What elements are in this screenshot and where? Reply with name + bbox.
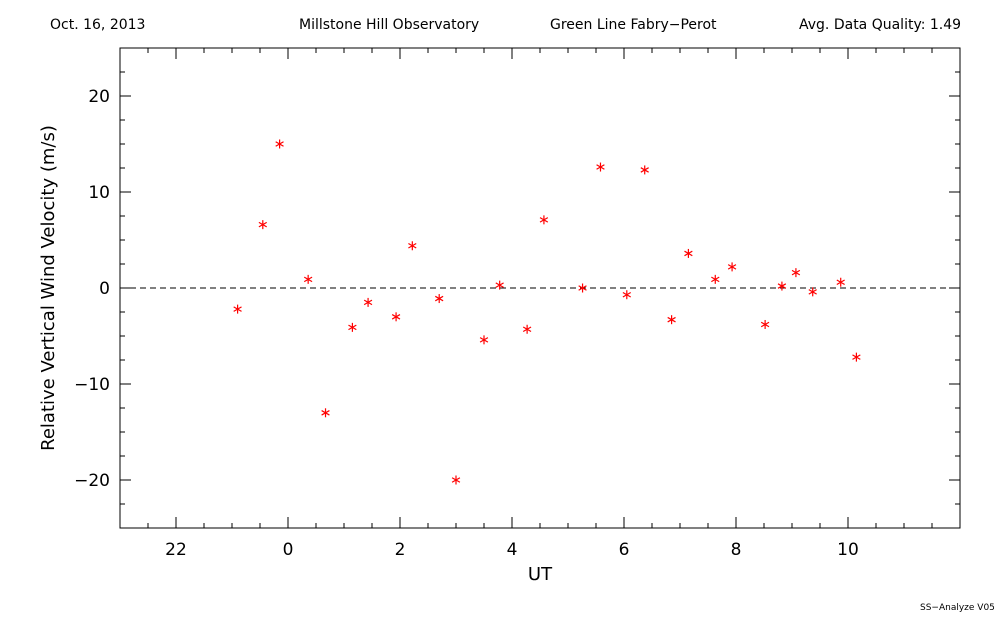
data-point	[303, 274, 313, 284]
data-point	[640, 165, 649, 175]
data-point	[363, 297, 373, 307]
data-point	[836, 277, 845, 287]
date-label: Oct. 16, 2013	[50, 17, 146, 33]
y-tick-label: 0	[99, 279, 110, 299]
x-tick-label: 0	[283, 540, 294, 560]
x-tick-label: 22	[165, 540, 187, 560]
data-point	[578, 283, 587, 293]
data-point	[727, 262, 737, 272]
y-axis-title: Relative Vertical Wind Velocity (m/s)	[38, 125, 59, 451]
x-tick-label: 4	[507, 540, 518, 560]
data-point	[808, 287, 817, 297]
data-point	[434, 294, 444, 304]
data-point	[667, 315, 676, 325]
y-tick-label: 10	[88, 183, 110, 203]
data-point	[348, 322, 357, 332]
data-point	[408, 241, 417, 251]
data-point	[539, 215, 549, 225]
data-point	[777, 281, 787, 291]
x-axis-title: UT	[528, 564, 553, 585]
data-point	[391, 312, 401, 322]
axis-tick-labels: 22 0 2 4 6 8 10 −20 −10 0 10 20	[74, 87, 859, 560]
data-point	[495, 280, 504, 290]
data-point	[451, 475, 461, 485]
y-tick-label: −20	[74, 471, 110, 491]
x-tick-label: 10	[837, 540, 859, 560]
data-point	[711, 274, 720, 284]
data-point	[622, 290, 632, 300]
data-point	[479, 335, 489, 345]
software-version-label: SS−Analyze V05	[920, 603, 995, 613]
data-point	[275, 139, 284, 149]
data-point	[684, 248, 693, 258]
observatory-label: Millstone Hill Observatory	[299, 17, 480, 33]
y-tick-label: −10	[74, 375, 110, 395]
x-tick-label: 6	[619, 540, 630, 560]
data-point	[852, 352, 861, 362]
x-tick-label: 2	[395, 540, 406, 560]
data-point	[258, 220, 268, 230]
data-point	[522, 324, 532, 334]
x-tick-label: 8	[731, 540, 742, 560]
data-point	[233, 304, 242, 314]
axis-ticks	[119, 47, 961, 529]
data-point	[760, 319, 770, 329]
instrument-label: Green Line Fabry−Perot	[550, 17, 717, 33]
data-point	[596, 162, 605, 172]
y-tick-label: 20	[88, 87, 110, 107]
data-quality-label: Avg. Data Quality: 1.49	[799, 17, 962, 33]
data-point	[791, 268, 801, 278]
data-point	[321, 408, 330, 418]
data-points	[233, 139, 861, 485]
